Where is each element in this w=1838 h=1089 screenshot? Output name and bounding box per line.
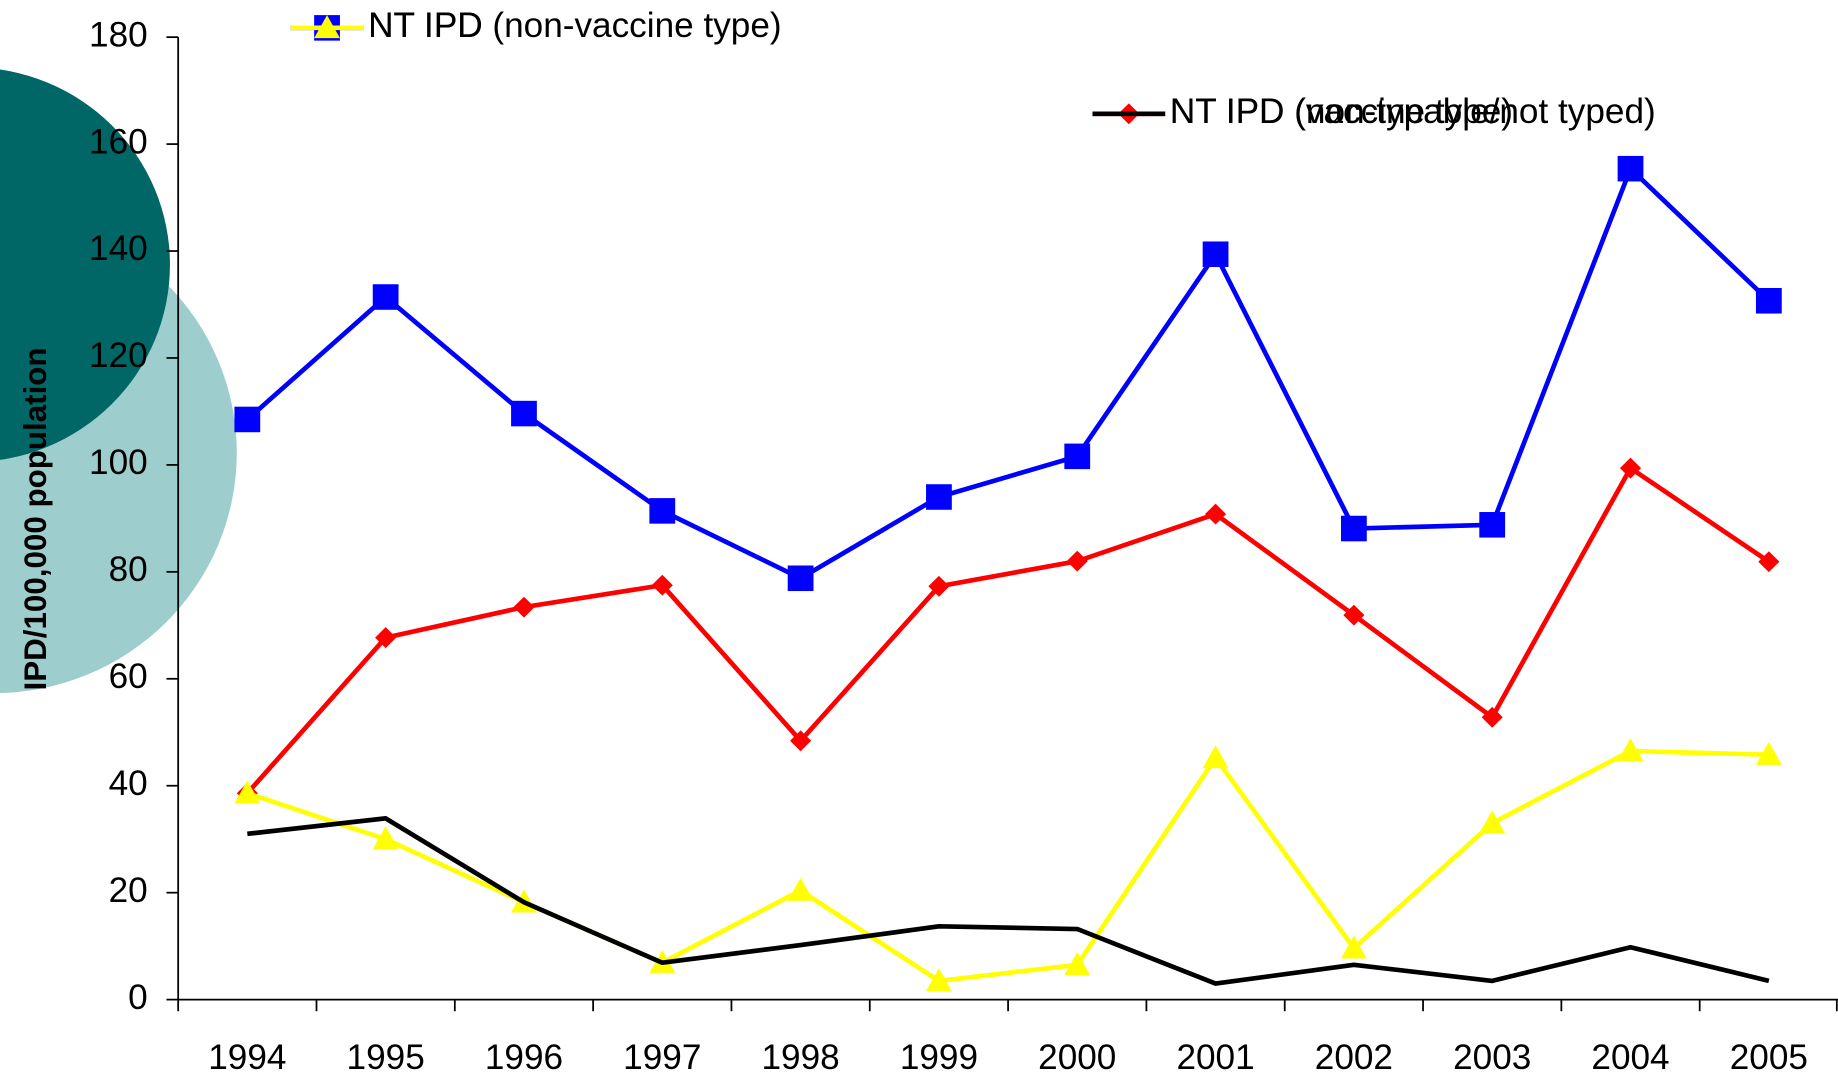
series-line <box>247 816 1770 986</box>
point <box>513 596 535 618</box>
x-tick-label: 1998 <box>762 1038 840 1077</box>
x-tick-label: 2001 <box>1176 1038 1254 1077</box>
x-tick-label: 1997 <box>623 1038 701 1077</box>
point <box>1202 241 1229 268</box>
point <box>1340 935 1367 959</box>
y-tick-label: 40 <box>109 764 148 803</box>
x-tick-label: 1999 <box>900 1038 978 1077</box>
point <box>1340 515 1367 542</box>
series-line <box>245 465 1771 795</box>
point <box>1202 745 1229 769</box>
legend-label: NT IPD (vaccine type) <box>1170 92 1513 131</box>
point <box>1619 457 1642 479</box>
x-tick-label: 2000 <box>1038 1038 1116 1077</box>
y-axis-label: IPD/100,000 population <box>17 347 53 690</box>
point <box>1066 550 1088 572</box>
y-tick-label: 120 <box>89 336 148 375</box>
series-line <box>245 166 1771 581</box>
point <box>1755 741 1782 765</box>
legend-marker <box>314 15 340 39</box>
point <box>1479 810 1506 834</box>
y-tick-label: 0 <box>128 978 148 1017</box>
y-tick-label: 80 <box>109 550 148 589</box>
y-tick-label: 20 <box>109 871 148 910</box>
x-tick-label: 1996 <box>485 1038 563 1077</box>
y-tick-label: 160 <box>89 122 148 161</box>
point <box>1064 443 1091 470</box>
point <box>234 406 261 433</box>
y-tick-label: 60 <box>109 657 148 696</box>
y-tick-label: 180 <box>89 16 148 55</box>
point <box>1617 738 1644 762</box>
point <box>787 877 814 901</box>
decor-circle <box>0 69 170 460</box>
point <box>1481 706 1503 728</box>
point <box>649 498 676 524</box>
y-tick-label: 100 <box>89 443 148 482</box>
x-tick-label: 2005 <box>1730 1038 1808 1077</box>
point <box>926 484 952 510</box>
legend-label: NT IPD (non-vaccine type) <box>368 6 782 45</box>
x-tick-label: 1995 <box>347 1038 425 1077</box>
point <box>926 968 952 992</box>
point <box>234 780 261 804</box>
x-tick-label: 2003 <box>1453 1038 1531 1077</box>
point <box>1479 512 1506 538</box>
legend-label: NT IPD <box>368 6 483 45</box>
point <box>1205 503 1227 525</box>
point <box>1343 604 1365 626</box>
point <box>511 400 537 427</box>
point <box>375 627 397 649</box>
point <box>1064 952 1091 976</box>
point <box>372 284 399 310</box>
y-tick-label: 140 <box>89 229 148 268</box>
point <box>787 565 814 592</box>
point <box>372 826 399 850</box>
point <box>1617 155 1644 182</box>
point <box>1758 551 1780 573</box>
x-tick-label: 1994 <box>208 1038 286 1077</box>
x-tick-label: 2002 <box>1315 1038 1393 1077</box>
legend-label: NT IPD (non-typable/not typed) <box>1170 92 1656 131</box>
x-tick-label: 2004 <box>1591 1038 1669 1077</box>
point <box>1755 287 1782 314</box>
series-line <box>246 748 1769 984</box>
point <box>928 575 950 597</box>
